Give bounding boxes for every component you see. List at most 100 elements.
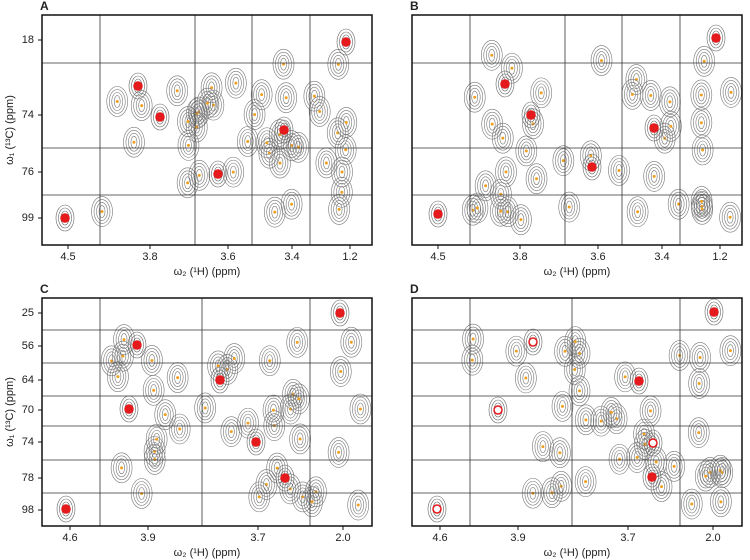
contour — [287, 131, 310, 163]
assigned-peak — [647, 472, 657, 482]
contour — [93, 199, 111, 224]
contour — [125, 129, 143, 155]
contour — [291, 426, 309, 452]
peak-marker — [642, 432, 646, 436]
peak-marker — [115, 99, 119, 103]
contour — [666, 95, 674, 109]
contour — [706, 24, 726, 52]
contour — [118, 461, 125, 475]
contour — [577, 407, 595, 433]
contour — [188, 114, 206, 140]
panel-label: B — [410, 0, 419, 13]
contour — [575, 404, 597, 436]
contour — [469, 195, 486, 221]
contour — [260, 475, 273, 494]
contour — [148, 354, 156, 367]
contour — [522, 371, 530, 385]
contour — [208, 81, 215, 95]
peak-marker — [560, 404, 564, 408]
peak-marker — [290, 202, 294, 206]
peak-marker — [501, 136, 505, 140]
assigned-peak — [60, 213, 70, 223]
contour — [296, 487, 309, 507]
contour — [675, 197, 682, 211]
panel: C 4.6 3.9 3.7 2.0 25 56 64 70 74 78 98 ω₂ (¹H) (ppm)… — [4, 282, 373, 559]
contour — [112, 367, 124, 386]
contour — [308, 86, 321, 106]
contour — [194, 392, 216, 424]
contour — [564, 326, 587, 357]
contour — [566, 357, 584, 382]
contour — [148, 426, 165, 452]
contour — [130, 334, 144, 356]
contour — [330, 299, 350, 327]
contour — [290, 134, 307, 160]
contour — [670, 191, 687, 217]
contour — [153, 432, 160, 446]
peak-marker — [197, 173, 201, 177]
contour — [695, 192, 708, 211]
assigned-peak — [341, 37, 351, 47]
x-tick-label: 1.2 — [342, 251, 357, 263]
assigned-peak — [500, 79, 510, 89]
peak-marker — [669, 124, 673, 128]
contour — [338, 165, 346, 179]
contour — [227, 70, 245, 96]
contour — [699, 457, 721, 488]
assigned-peak — [335, 308, 345, 318]
peak-marker — [116, 375, 120, 379]
contour — [171, 368, 184, 387]
panel: B 4.5 3.8 3.6 3.4 1.2 ω₂ (¹H) (ppm) — [410, 0, 743, 278]
contour — [334, 362, 347, 381]
peak-marker — [234, 81, 238, 85]
contour — [223, 343, 246, 374]
peak-marker — [344, 148, 348, 152]
contour — [184, 115, 192, 128]
contour — [498, 73, 512, 95]
contour — [690, 371, 708, 396]
contour — [628, 67, 645, 92]
contour — [59, 498, 73, 520]
y-tick-label: 99 — [22, 212, 34, 224]
contour — [327, 437, 350, 468]
y-tick-label: 70 — [22, 404, 34, 416]
contour — [335, 58, 342, 71]
contour — [552, 145, 575, 176]
contour — [168, 78, 186, 104]
contour — [335, 203, 343, 216]
peak-marker — [178, 427, 182, 431]
peak-marker — [229, 430, 233, 434]
x-axis-label: ω₂ (¹H) (ppm) — [544, 266, 611, 278]
peak-marker — [490, 53, 494, 57]
contour — [262, 394, 285, 426]
peak-marker — [216, 364, 220, 368]
contour — [145, 378, 162, 403]
contour — [695, 113, 708, 133]
contour — [336, 28, 356, 56]
contour — [286, 482, 294, 496]
contour — [551, 440, 569, 466]
contour — [357, 402, 364, 416]
contour — [515, 135, 538, 167]
contour — [133, 481, 150, 506]
contour — [266, 199, 284, 225]
contour — [563, 354, 586, 385]
contour — [569, 332, 582, 351]
assigned-peak — [132, 340, 142, 350]
contour — [173, 419, 186, 439]
contour — [712, 457, 729, 483]
contour — [303, 489, 321, 514]
peak-marker — [268, 359, 272, 363]
contour — [266, 452, 288, 484]
contour — [658, 480, 665, 493]
contour — [173, 84, 181, 98]
peak-marker — [246, 421, 250, 425]
contour — [328, 194, 350, 225]
peak-marker — [336, 62, 340, 66]
contour — [114, 370, 122, 383]
peak-marker — [284, 96, 288, 100]
contour — [554, 394, 571, 419]
contour — [150, 103, 170, 131]
contour — [244, 135, 252, 148]
